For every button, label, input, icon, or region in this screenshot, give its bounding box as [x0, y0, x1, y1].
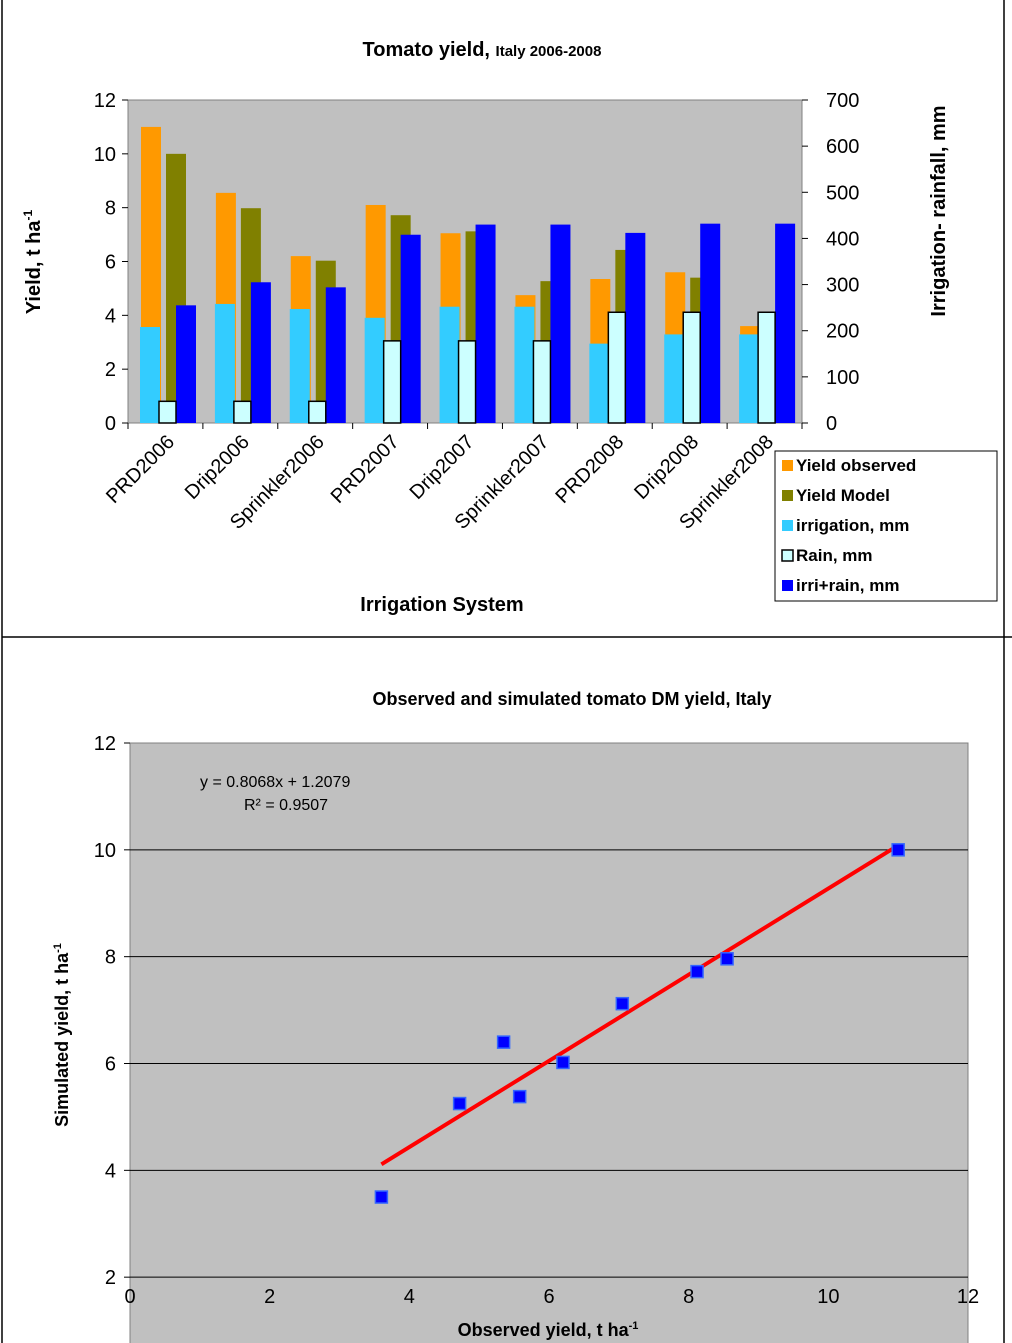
- bar-irrigation-mm: [439, 306, 460, 423]
- chart2-x-axis-label: Observed yield, t ha-1: [458, 1320, 639, 1340]
- bar-irri-rain-mm: [176, 305, 196, 423]
- chart2-title: Observed and simulated tomato DM yield, …: [372, 689, 771, 709]
- y-tick-label: 6: [105, 1054, 116, 1076]
- y-tick-label: 12: [94, 733, 116, 755]
- bar-rain-mm: [757, 311, 776, 424]
- bar-irri-rain-mm: [550, 224, 571, 423]
- bar-irrigation-mm: [514, 306, 535, 423]
- y-tick-label-left: 2: [105, 359, 116, 381]
- y-tick-label: 10: [94, 840, 116, 862]
- bar-rain-mm: [682, 311, 701, 424]
- bar-irri-rain-mm: [250, 282, 271, 423]
- y-tick-label-left: 10: [94, 144, 116, 166]
- bar-irri-rain-mm: [475, 224, 496, 423]
- x-tick-label: Drip2006: [181, 431, 254, 504]
- y-tick-label-right: 200: [826, 321, 859, 343]
- y-tick-label-right: 600: [826, 136, 859, 158]
- x-tick-label: PRD2008: [551, 431, 628, 508]
- x-tick-label: 8: [683, 1286, 694, 1308]
- bar-rain-mm: [382, 340, 402, 424]
- y-tick-label: 4: [105, 1160, 116, 1182]
- y-tick-label-right: 700: [826, 90, 859, 112]
- bar-irri-rain-mm: [325, 287, 346, 423]
- bar-irrigation-mm: [140, 327, 160, 423]
- x-tick-label: PRD2006: [102, 431, 179, 508]
- bar-rain-mm: [158, 400, 177, 424]
- chart1-y-axis-label-right: Irrigation- rainfall, mm: [928, 105, 950, 316]
- legend-swatch: [781, 549, 794, 562]
- data-point: [374, 1190, 389, 1204]
- x-tick-label: 0: [124, 1286, 135, 1308]
- bar-chart: Tomato yield, Italy 2006-2008 024681012 …: [21, 39, 998, 616]
- y-tick-label-left: 4: [105, 305, 116, 327]
- data-point: [690, 964, 704, 979]
- data-point: [512, 1089, 527, 1104]
- bar-rain-mm: [457, 340, 477, 424]
- bar-irri-rain-mm: [625, 232, 646, 423]
- x-tick-label: 10: [817, 1286, 839, 1308]
- x-tick-label: 6: [543, 1286, 554, 1308]
- y-tick-label-right: 100: [826, 367, 859, 389]
- x-tick-label: PRD2007: [327, 431, 404, 508]
- x-tick-label: Drip2008: [630, 431, 703, 504]
- chart2-trendline: [380, 843, 900, 1167]
- legend-swatch: [782, 580, 793, 591]
- y-tick-label-left: 6: [105, 252, 116, 274]
- y-tick-label-right: 500: [826, 182, 859, 204]
- bar-irrigation-mm: [364, 317, 385, 423]
- legend-label: irrigation, mm: [796, 516, 909, 535]
- bar-irri-rain-mm: [775, 223, 796, 423]
- bar-irrigation-mm: [589, 343, 610, 423]
- legend-label: irri+rain, mm: [796, 576, 899, 595]
- bar-irrigation-mm: [739, 334, 760, 423]
- data-point: [615, 996, 630, 1011]
- chart1-legend: Yield observed Yield Model irrigation, mm R…: [774, 450, 998, 602]
- data-point: [891, 843, 905, 857]
- bar-irrigation-mm: [214, 303, 235, 423]
- data-point: [720, 952, 734, 966]
- x-tick-label: 4: [404, 1286, 415, 1308]
- bar-irri-rain-mm: [400, 234, 421, 423]
- chart1-y-axis-label-left: Yield, t ha-1: [21, 209, 45, 314]
- legend-swatch: [782, 520, 793, 531]
- y-tick-label: 8: [105, 947, 116, 969]
- bar-rain-mm: [308, 400, 327, 424]
- legend-swatch: [782, 490, 793, 501]
- y-tick-label-left: 0: [105, 413, 116, 435]
- scatter-chart: Observed and simulated tomato DM yield, …: [52, 689, 979, 1343]
- chart1-x-axis-label: Irrigation System: [360, 594, 523, 616]
- data-point: [452, 1096, 467, 1111]
- legend-label: Yield Model: [796, 486, 890, 505]
- x-tick-label: 2: [264, 1286, 275, 1308]
- chart2-equation: y = 0.8068x + 1.2079: [200, 774, 350, 791]
- x-tick-label: Drip2007: [406, 431, 479, 504]
- bar-irrigation-mm: [289, 309, 310, 423]
- data-point: [556, 1055, 570, 1070]
- bar-rain-mm: [233, 400, 252, 424]
- chart2-r-squared: R² = 0.9507: [244, 797, 328, 814]
- chart1-legend-box: [774, 450, 998, 602]
- bar-rain-mm: [607, 311, 627, 424]
- y-tick-label-right: 0: [826, 413, 837, 435]
- y-tick-label: 2: [105, 1267, 116, 1289]
- bar-rain-mm: [532, 340, 552, 424]
- y-tick-label-right: 300: [826, 275, 859, 297]
- legend-label: Rain, mm: [796, 546, 873, 565]
- x-tick-label: 12: [957, 1286, 979, 1308]
- y-tick-label-left: 12: [94, 90, 116, 112]
- bar-irrigation-mm: [664, 334, 685, 423]
- legend-swatch: [782, 460, 793, 471]
- bar-irri-rain-mm: [700, 223, 721, 423]
- chart2-plot-area: [129, 742, 969, 1343]
- chart2-y-axis-label: Simulated yield, t ha-1: [52, 943, 72, 1127]
- legend-label: Yield observed: [796, 456, 916, 475]
- y-tick-label-left: 8: [105, 198, 116, 220]
- data-point: [496, 1035, 511, 1049]
- y-tick-label-right: 400: [826, 228, 859, 250]
- chart1-title: Tomato yield, Italy 2006-2008: [363, 39, 602, 61]
